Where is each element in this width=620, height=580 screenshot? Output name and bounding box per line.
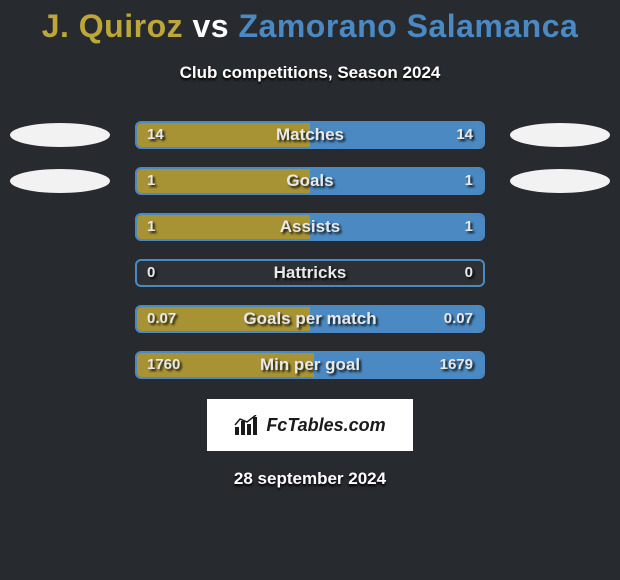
vs-text: vs bbox=[193, 8, 230, 44]
player1-photo-placeholder bbox=[10, 123, 110, 147]
stat-row: Hattricks00 bbox=[0, 259, 620, 287]
logo-box: FcTables.com bbox=[207, 399, 413, 451]
chart-icon bbox=[234, 415, 260, 435]
player2-bar-fill bbox=[310, 123, 483, 147]
player1-photo-placeholder bbox=[10, 169, 110, 193]
stat-row: Goals11 bbox=[0, 167, 620, 195]
player2-bar-fill bbox=[314, 353, 483, 377]
comparison-title: J. Quiroz vs Zamorano Salamanca bbox=[0, 0, 620, 45]
date-text: 28 september 2024 bbox=[0, 469, 620, 489]
player1-bar-fill bbox=[137, 215, 310, 239]
player2-bar-fill bbox=[310, 307, 483, 331]
stat-bar-track bbox=[135, 213, 485, 241]
stat-row: Min per goal17601679 bbox=[0, 351, 620, 379]
player1-bar-fill bbox=[137, 169, 310, 193]
stat-row: Matches1414 bbox=[0, 121, 620, 149]
subtitle: Club competitions, Season 2024 bbox=[0, 63, 620, 83]
player2-photo-placeholder bbox=[510, 169, 610, 193]
player1-bar-fill bbox=[137, 307, 310, 331]
logo-text: FcTables.com bbox=[266, 415, 385, 436]
player2-bar-fill bbox=[310, 215, 483, 239]
player1-name: J. Quiroz bbox=[42, 8, 183, 44]
player1-bar-fill bbox=[137, 353, 314, 377]
player2-bar-fill bbox=[310, 169, 483, 193]
player2-name: Zamorano Salamanca bbox=[238, 8, 578, 44]
stat-bar-track bbox=[135, 259, 485, 287]
stat-bar-track bbox=[135, 351, 485, 379]
player1-bar-fill bbox=[137, 123, 310, 147]
stats-rows: Matches1414 Goals11 Assists11 Hattricks00 Go… bbox=[0, 121, 620, 379]
stat-bar-track bbox=[135, 305, 485, 333]
stat-bar-track bbox=[135, 121, 485, 149]
stat-row: Goals per match0.070.07 bbox=[0, 305, 620, 333]
player2-photo-placeholder bbox=[510, 123, 610, 147]
stat-bar-track bbox=[135, 167, 485, 195]
stat-row: Assists11 bbox=[0, 213, 620, 241]
